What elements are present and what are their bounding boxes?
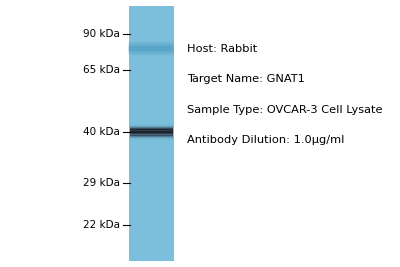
Text: Host: Rabbit: Host: Rabbit bbox=[187, 44, 258, 53]
Text: 65 kDa: 65 kDa bbox=[83, 65, 120, 75]
Bar bbox=[130, 129, 172, 131]
Bar bbox=[130, 141, 172, 142]
Bar bbox=[130, 125, 172, 127]
Bar bbox=[130, 140, 172, 141]
Text: Antibody Dilution: 1.0μg/ml: Antibody Dilution: 1.0μg/ml bbox=[187, 135, 345, 145]
Bar bbox=[130, 123, 172, 124]
Text: 40 kDa: 40 kDa bbox=[83, 127, 120, 137]
Bar bbox=[129, 6, 174, 261]
FancyBboxPatch shape bbox=[129, 42, 174, 55]
Text: 29 kDa: 29 kDa bbox=[83, 178, 120, 188]
Bar bbox=[130, 137, 172, 139]
Text: Target Name: GNAT1: Target Name: GNAT1 bbox=[187, 74, 305, 84]
Bar bbox=[130, 134, 172, 136]
Bar bbox=[130, 127, 172, 129]
Text: 90 kDa: 90 kDa bbox=[83, 29, 120, 39]
Bar bbox=[130, 142, 172, 143]
Bar bbox=[130, 128, 172, 130]
Text: Sample Type: OVCAR-3 Cell Lysate: Sample Type: OVCAR-3 Cell Lysate bbox=[187, 105, 383, 115]
Bar bbox=[130, 132, 172, 133]
Bar bbox=[130, 120, 172, 122]
Bar bbox=[130, 126, 172, 128]
Bar bbox=[130, 135, 172, 137]
Text: 22 kDa: 22 kDa bbox=[83, 220, 120, 230]
Bar bbox=[130, 133, 172, 134]
Bar bbox=[130, 121, 172, 123]
Bar bbox=[130, 136, 172, 138]
Bar bbox=[130, 131, 172, 132]
FancyBboxPatch shape bbox=[129, 46, 174, 51]
Bar bbox=[130, 138, 172, 140]
Bar bbox=[130, 124, 172, 125]
FancyBboxPatch shape bbox=[129, 44, 174, 53]
